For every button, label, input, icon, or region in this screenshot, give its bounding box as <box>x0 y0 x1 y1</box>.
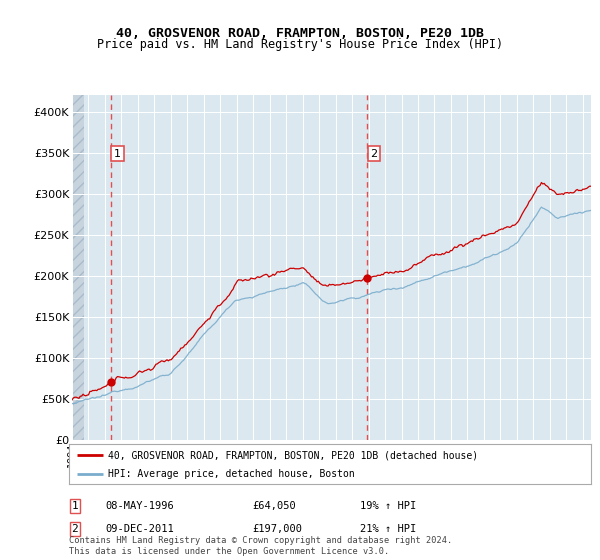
Text: 21% ↑ HPI: 21% ↑ HPI <box>360 524 416 534</box>
Text: 2: 2 <box>371 149 377 158</box>
Text: 1: 1 <box>71 501 79 511</box>
Text: 08-MAY-1996: 08-MAY-1996 <box>105 501 174 511</box>
Text: 19% ↑ HPI: 19% ↑ HPI <box>360 501 416 511</box>
Text: Contains HM Land Registry data © Crown copyright and database right 2024.
This d: Contains HM Land Registry data © Crown c… <box>69 536 452 556</box>
Text: 40, GROSVENOR ROAD, FRAMPTON, BOSTON, PE20 1DB: 40, GROSVENOR ROAD, FRAMPTON, BOSTON, PE… <box>116 27 484 40</box>
Text: 09-DEC-2011: 09-DEC-2011 <box>105 524 174 534</box>
Text: 1: 1 <box>114 149 121 158</box>
Bar <box>72 95 85 440</box>
Text: £197,000: £197,000 <box>252 524 302 534</box>
Text: Price paid vs. HM Land Registry's House Price Index (HPI): Price paid vs. HM Land Registry's House … <box>97 38 503 51</box>
Text: £64,050: £64,050 <box>252 501 296 511</box>
Text: 2: 2 <box>71 524 79 534</box>
Text: HPI: Average price, detached house, Boston: HPI: Average price, detached house, Bost… <box>108 469 355 479</box>
Text: 40, GROSVENOR ROAD, FRAMPTON, BOSTON, PE20 1DB (detached house): 40, GROSVENOR ROAD, FRAMPTON, BOSTON, PE… <box>108 450 478 460</box>
Bar <box>72 95 85 440</box>
